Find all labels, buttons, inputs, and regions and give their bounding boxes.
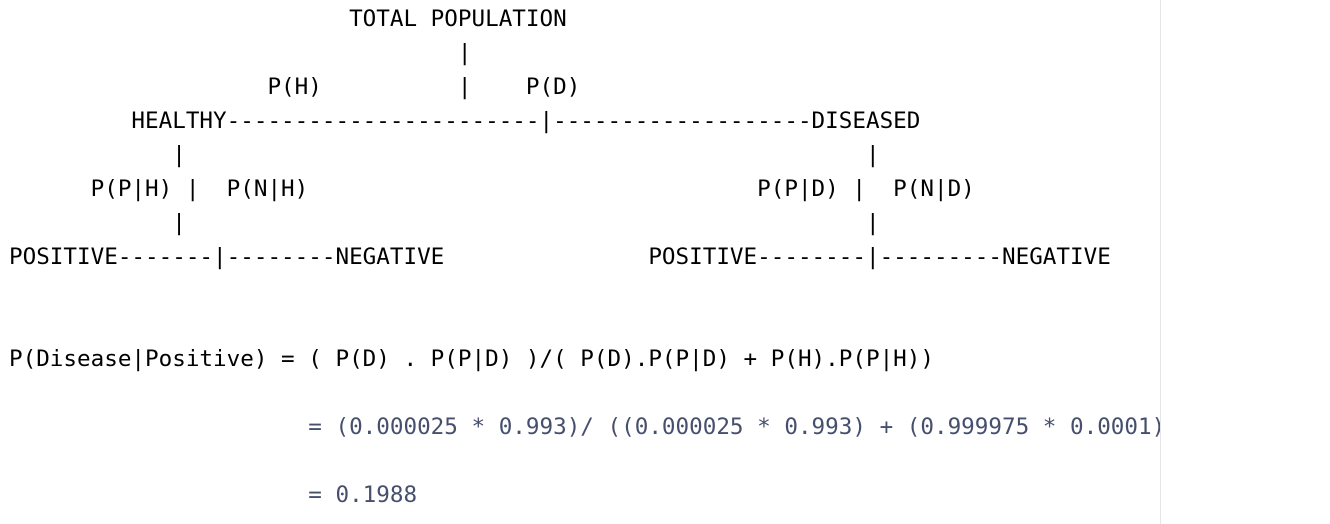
diagram-line-test-outcomes: POSITIVE-------|--------NEGATIVE POSITIV…	[9, 244, 1111, 270]
diagram-line-branch-probabilities: P(H) | P(D)	[9, 74, 581, 100]
bayes-substitution: = (0.000025 * 0.993)/ ((0.000025 * 0.993…	[9, 414, 1161, 440]
diagram-line-root-stem: |	[9, 40, 472, 66]
code-panel: TOTAL POPULATION | P(H) | P(D) HEALTHY--…	[9, 0, 1161, 524]
blank-line	[9, 444, 1160, 478]
diagram-line-total-population: TOTAL POPULATION	[9, 6, 567, 32]
bayes-formula: P(Disease|Positive) = ( P(D) . P(P|D) )/…	[9, 346, 934, 372]
diagram-line-sub-stems-bottom: | |	[9, 210, 880, 236]
diagram-line-sub-stems-top: | |	[9, 142, 880, 168]
right-gutter	[1161, 0, 1330, 524]
diagram-line-test-probabilities: P(P|H) | P(N|H) P(P|D) | P(N|D)	[9, 176, 975, 202]
bayes-result: = 0.1988	[9, 482, 418, 508]
blank-line	[9, 308, 1160, 342]
probability-tree-text: TOTAL POPULATION | P(H) | P(D) HEALTHY--…	[9, 2, 1161, 512]
blank-line	[9, 376, 1160, 410]
diagram-line-healthy-diseased: HEALTHY-----------------------|---------…	[9, 108, 921, 134]
blank-line	[9, 274, 1160, 308]
